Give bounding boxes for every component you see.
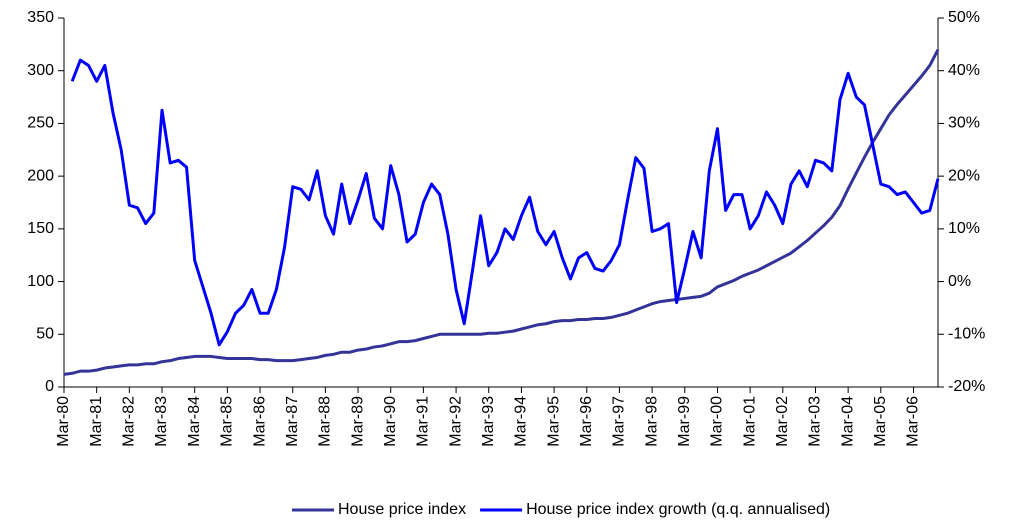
x-tick-label: Mar-97 (611, 396, 628, 447)
y2-tick-label: -20% (948, 378, 985, 395)
x-tick-label: Mar-98 (643, 396, 660, 447)
x-tick-label: Mar-90 (382, 396, 399, 447)
x-tick-label: Mar-81 (88, 396, 105, 447)
y-tick-label: 250 (27, 115, 54, 132)
legend-label: House price index growth (q.q. annualise… (526, 501, 830, 518)
y2-tick-label: -10% (948, 326, 985, 343)
x-tick-label: Mar-00 (709, 396, 726, 447)
y2-tick-label: 0% (948, 273, 971, 290)
x-tick-label: Mar-92 (447, 396, 464, 447)
y-tick-label: 100 (27, 273, 54, 290)
x-tick-label: Mar-86 (251, 396, 268, 447)
x-tick-label: Mar-85 (219, 396, 236, 447)
y2-tick-label: 10% (948, 220, 980, 237)
series-line (70, 58, 940, 347)
x-tick-label: Mar-83 (153, 396, 170, 447)
y2-tick-label: 50% (948, 9, 980, 26)
x-tick-label: Mar-01 (741, 396, 758, 447)
x-tick-label: Mar-06 (905, 396, 922, 447)
y2-tick-label: 20% (948, 167, 980, 184)
x-tick-label: Mar-05 (872, 396, 889, 447)
x-tick-label: Mar-04 (839, 396, 856, 447)
x-tick-label: Mar-95 (545, 396, 562, 447)
x-tick-label: Mar-93 (480, 396, 497, 447)
x-tick-label: Mar-84 (186, 396, 203, 447)
x-tick-label: Mar-87 (284, 396, 301, 447)
x-tick-label: Mar-99 (676, 396, 693, 447)
x-tick-label: Mar-80 (55, 396, 72, 447)
y2-tick-label: 40% (948, 62, 980, 79)
x-tick-label: Mar-89 (349, 396, 366, 447)
y-tick-label: 0 (45, 378, 54, 395)
x-tick-label: Mar-03 (807, 396, 824, 447)
x-tick-label: Mar-02 (774, 396, 791, 447)
x-tick-label: Mar-88 (317, 396, 334, 447)
y-tick-label: 50 (36, 326, 54, 343)
x-tick-label: Mar-91 (415, 396, 432, 447)
x-tick-label: Mar-94 (513, 396, 530, 447)
y-tick-label: 150 (27, 220, 54, 237)
y2-tick-label: 30% (948, 115, 980, 132)
x-tick-label: Mar-96 (578, 396, 595, 447)
series-line (63, 48, 940, 376)
x-tick-label: Mar-82 (121, 396, 138, 447)
y-tick-label: 200 (27, 167, 54, 184)
legend-label: House price index (338, 501, 466, 518)
y-tick-label: 350 (27, 9, 54, 26)
y-tick-label: 300 (27, 62, 54, 79)
